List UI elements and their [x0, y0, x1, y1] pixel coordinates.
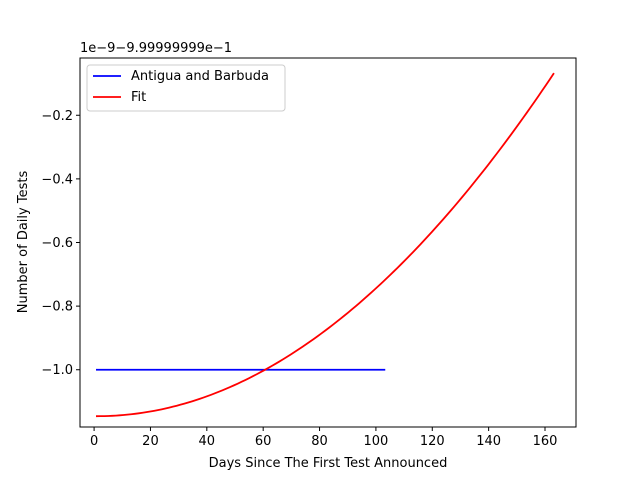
x-tick-label: 120	[420, 434, 445, 449]
y-axis-label: Number of Daily Tests	[16, 171, 31, 314]
x-tick-label: 20	[142, 434, 159, 449]
x-tick-label: 80	[311, 434, 328, 449]
y-tick-label: −0.2	[41, 109, 73, 124]
y-tick-label: −0.6	[41, 236, 73, 251]
y-tick-label: −0.8	[41, 300, 73, 315]
y-tick-label: −1.0	[41, 363, 73, 378]
legend-label-fit: Fit	[131, 90, 146, 105]
offset-text: 1e−9−9.99999999e−1	[80, 41, 232, 56]
y-tick-label: −0.4	[41, 172, 73, 187]
x-tick-label: 100	[363, 434, 388, 449]
x-tick-label: 160	[533, 434, 558, 449]
series-line-fit	[96, 72, 555, 418]
legend-box	[86, 64, 286, 112]
x-tick-label: 0	[90, 434, 98, 449]
axes-frame	[79, 57, 577, 428]
legend: Antigua and Barbuda Fit	[86, 64, 286, 112]
x-tick-label: 140	[476, 434, 501, 449]
plot-layer	[96, 72, 555, 418]
legend-label-antigua: Antigua and Barbuda	[131, 69, 269, 84]
x-tick-label: 60	[255, 434, 272, 449]
ticks-layer: 0 20 40 60 80 100 120 140 160 −1.0 −0.8 −0.6 −0.4 −0.…	[41, 109, 557, 449]
x-tick-label: 40	[199, 434, 216, 449]
x-axis-label: Days Since The First Test Announced	[209, 456, 448, 471]
